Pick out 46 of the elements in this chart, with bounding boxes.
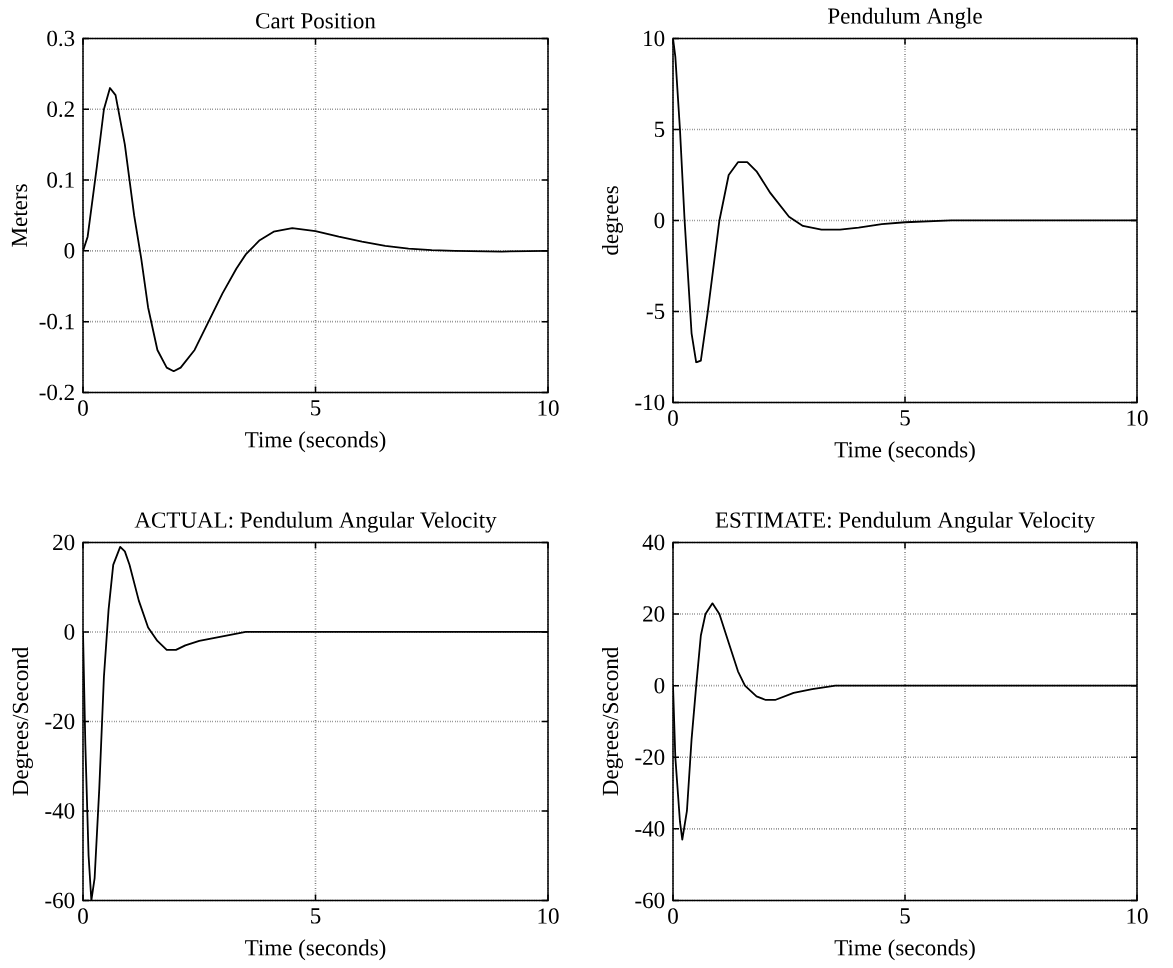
x-tick-label: 5: [311, 908, 321, 924]
y-tick-label: 0: [654, 212, 665, 229]
y-axis-title: Degrees/Second: [12, 647, 33, 796]
y-axis-title: Degrees/Second: [602, 647, 623, 796]
y-tick-label: -20: [45, 713, 75, 730]
x-tick-label: 10: [538, 400, 559, 416]
chart-title: Pendulum Angle: [828, 7, 982, 29]
chart-title: Cart Position: [256, 13, 376, 29]
x-tick-label: 0: [78, 400, 88, 416]
y-tick-label: -60: [45, 892, 75, 909]
y-tick-label: -20: [635, 749, 665, 766]
x-axis-title: Time (seconds): [245, 431, 386, 453]
y-tick-label: 20: [643, 606, 665, 622]
y-tick-label: 0: [654, 677, 665, 694]
y-axis-title: Meters: [11, 184, 28, 247]
y-tick-label: -60: [635, 892, 665, 909]
y-tick-label: -40: [635, 821, 665, 837]
x-tick-label: 10: [538, 908, 559, 924]
x-tick-label: 0: [78, 908, 88, 924]
x-tick-label: 5: [900, 908, 910, 924]
x-tick-label: 10: [1127, 410, 1148, 426]
y-tick-label: 0.1: [47, 172, 74, 188]
x-axis-title: Time (seconds): [834, 939, 975, 961]
y-tick-label: -10: [635, 394, 665, 411]
y-tick-label: 0: [64, 243, 75, 259]
x-tick-label: 10: [1127, 908, 1148, 924]
y-tick-label: 0.2: [47, 101, 74, 118]
x-axis-title: Time (seconds): [245, 939, 386, 961]
y-tick-label: -5: [646, 303, 665, 320]
x-tick-label: 0: [668, 908, 678, 924]
x-tick-label: 0: [668, 410, 678, 426]
y-axis-title: degrees: [602, 186, 623, 255]
x-axis-title: Time (seconds): [834, 441, 975, 463]
x-tick-label: 5: [900, 410, 910, 426]
chart-title: ESTIMATE: Pendulum Angular Velocity: [715, 511, 1096, 533]
y-tick-label: 20: [53, 534, 75, 551]
y-tick-label: 0.3: [47, 30, 75, 47]
y-tick-label: 0: [64, 624, 75, 640]
x-tick-label: 5: [311, 400, 321, 416]
y-tick-label: -0.1: [39, 313, 74, 330]
chart-title: ACTUAL: Pendulum Angular Velocity: [134, 511, 497, 533]
y-tick-label: -40: [45, 803, 75, 819]
y-tick-label: 10: [644, 30, 665, 47]
y-tick-label: 5: [654, 121, 665, 138]
y-tick-label: -0.2: [39, 384, 74, 401]
y-tick-label: 40: [642, 534, 665, 551]
